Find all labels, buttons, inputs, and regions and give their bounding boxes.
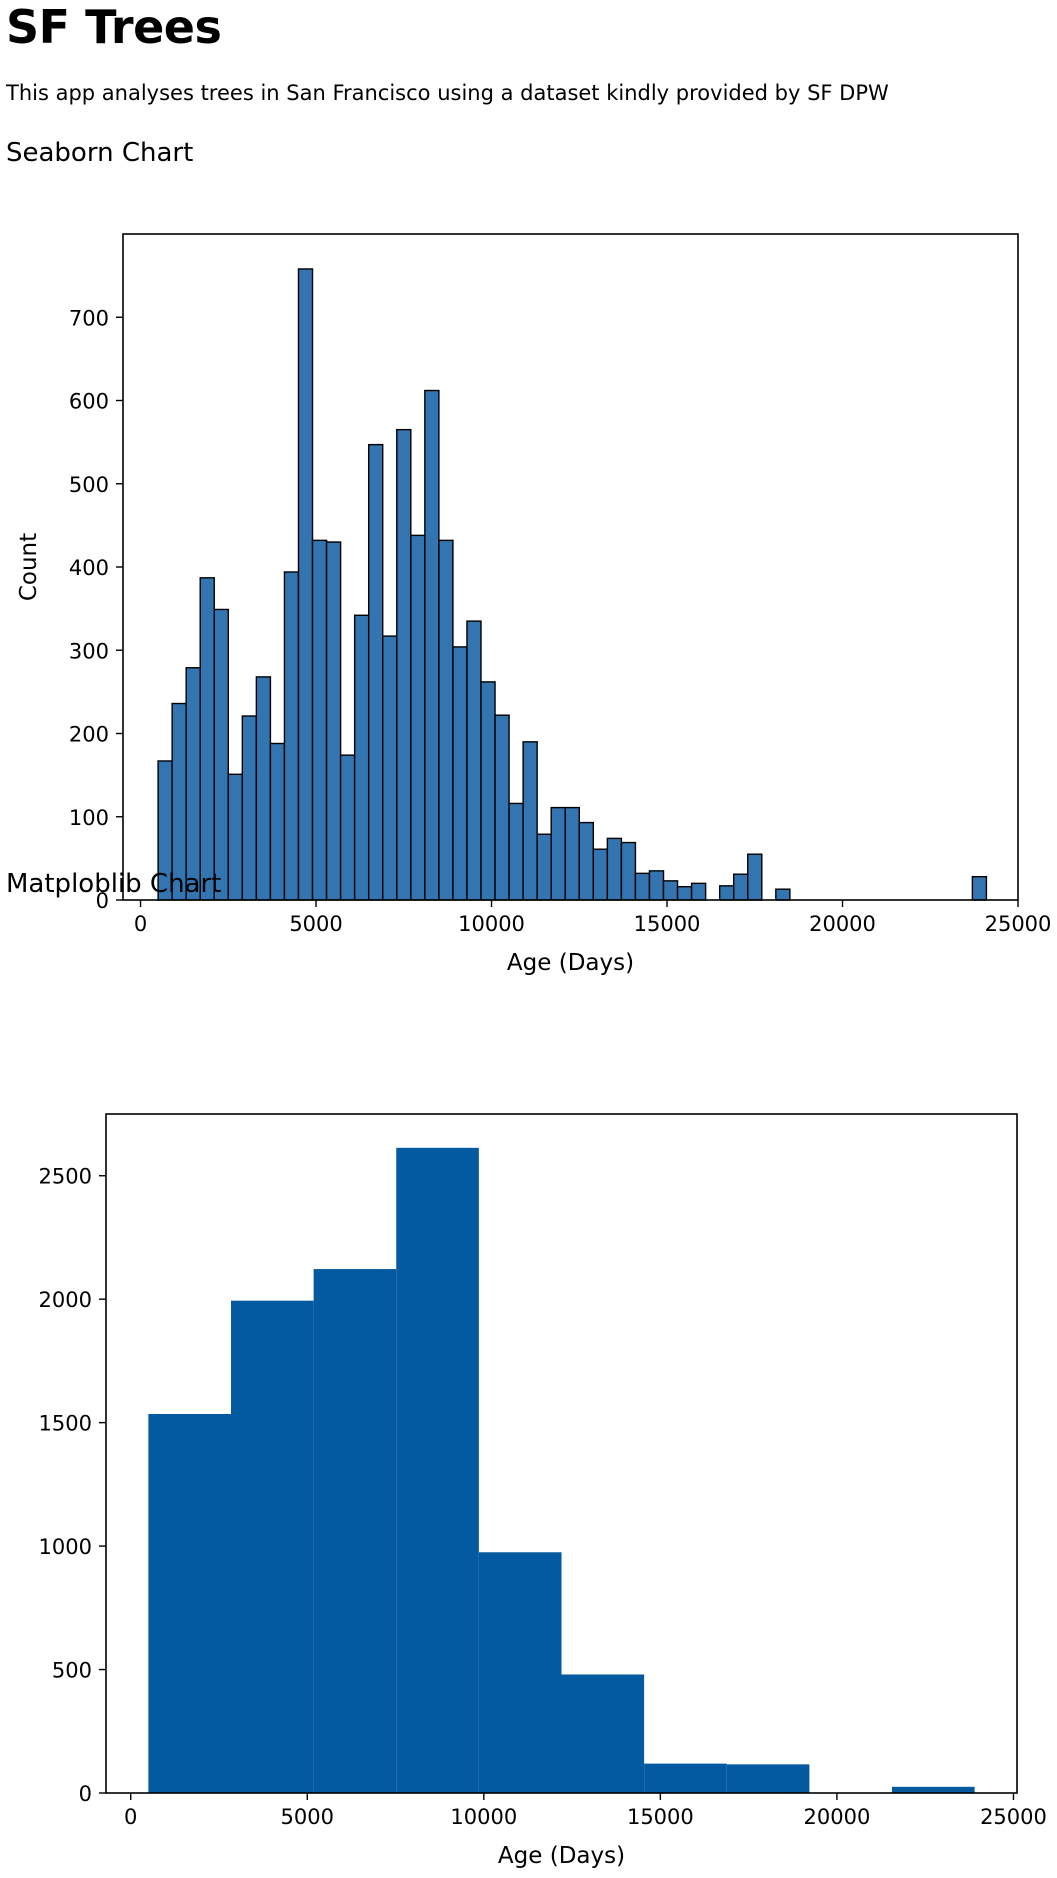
y-tick-label: 1500 [39, 1412, 92, 1436]
y-tick-label: 1000 [39, 1535, 92, 1559]
y-tick-label: 400 [69, 556, 109, 580]
y-tick-label: 600 [69, 390, 109, 414]
histogram-bar [561, 1674, 645, 1793]
histogram-bar [230, 1300, 314, 1793]
x-tick-label: 0 [134, 912, 147, 936]
x-axis-label: Age (Days) [507, 950, 634, 976]
x-tick-label: 25000 [980, 1805, 1047, 1829]
x-tick-label: 5000 [281, 1805, 334, 1829]
x-tick-label: 0 [124, 1805, 137, 1829]
x-tick-label: 5000 [289, 912, 342, 936]
x-axis-label: Age (Days) [498, 1843, 625, 1869]
y-tick-label: 300 [69, 639, 109, 663]
x-tick-label: 25000 [985, 912, 1052, 936]
seaborn-chart-title: Seaborn Chart [6, 138, 194, 168]
matplotlib-chart-title: Matploblib Chart [6, 869, 222, 899]
y-tick-label: 0 [79, 1782, 92, 1806]
y-tick-label: 500 [52, 1659, 92, 1683]
y-tick-label: 200 [69, 723, 109, 747]
page-title: SF Trees [6, 0, 222, 54]
y-tick-label: 700 [69, 306, 109, 330]
x-tick-label: 10000 [450, 1805, 517, 1829]
y-tick-label: 500 [69, 473, 109, 497]
x-tick-label: 20000 [804, 1805, 871, 1829]
histogram-bar [396, 1147, 479, 1793]
y-tick-label: 2500 [39, 1165, 92, 1189]
plot-frame [105, 1113, 1018, 1794]
y-axis-label: Count [16, 533, 42, 601]
histogram-bar [726, 1764, 810, 1793]
histogram-bar [478, 1552, 562, 1793]
y-tick-label: 0 [96, 889, 109, 913]
y-tick-label: 100 [69, 806, 109, 830]
page-description: This app analyses trees in San Francisco… [6, 81, 889, 105]
histogram-bar [313, 1269, 397, 1793]
x-tick-label: 15000 [627, 1805, 694, 1829]
histogram-bar [644, 1763, 727, 1793]
histogram-bar [148, 1413, 231, 1793]
x-tick-label: 10000 [458, 912, 525, 936]
x-tick-label: 20000 [809, 912, 876, 936]
x-tick-label: 15000 [634, 912, 701, 936]
histogram-bar [892, 1786, 975, 1793]
y-tick-label: 2000 [39, 1288, 92, 1312]
